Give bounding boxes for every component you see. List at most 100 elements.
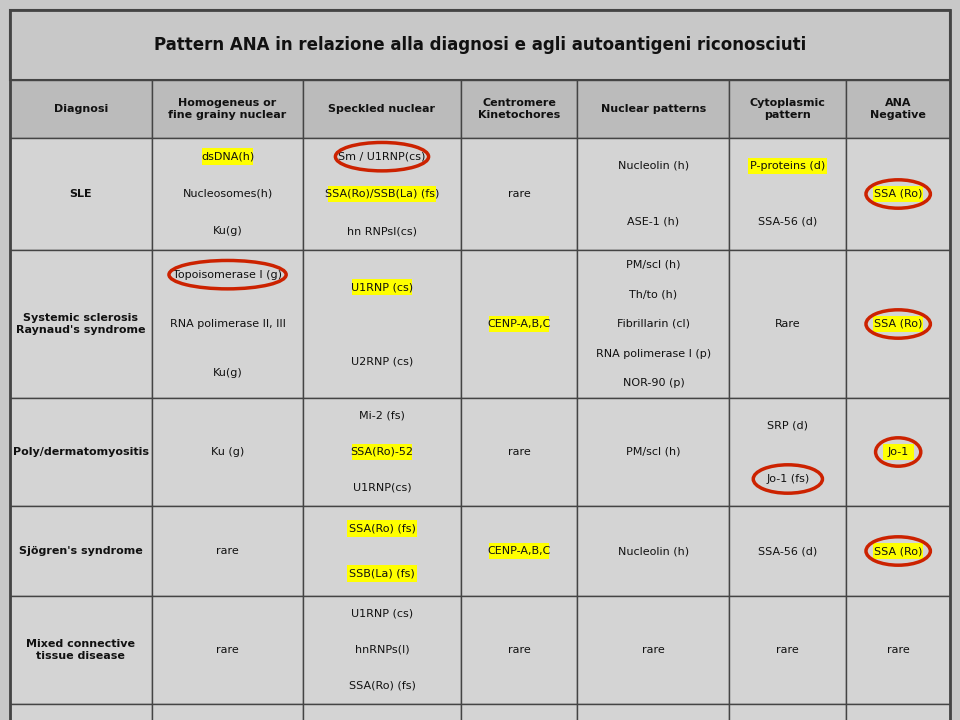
Text: rare: rare — [216, 546, 239, 556]
Bar — [461, 138, 578, 250]
Bar — [578, 704, 730, 720]
Text: hn RNPsI(cs): hn RNPsI(cs) — [347, 226, 417, 236]
Text: hnRNPs(I): hnRNPs(I) — [354, 645, 409, 655]
Bar — [730, 138, 847, 250]
Bar — [461, 704, 578, 720]
Bar — [10, 596, 152, 704]
Text: Ku(g): Ku(g) — [213, 369, 243, 378]
Text: Ku (g): Ku (g) — [211, 447, 244, 457]
Bar — [303, 704, 461, 720]
Text: NOR-90 (p): NOR-90 (p) — [622, 378, 684, 388]
Text: ANA
Negative: ANA Negative — [870, 98, 926, 120]
Text: rare: rare — [508, 189, 530, 199]
Bar — [873, 543, 924, 559]
Text: Sm / U1RNP(cs): Sm / U1RNP(cs) — [338, 152, 425, 162]
Bar — [10, 80, 152, 138]
Text: Nucleolin (h): Nucleolin (h) — [618, 161, 689, 171]
Bar — [578, 398, 730, 506]
Text: SLE: SLE — [69, 189, 92, 199]
Text: SSA (Ro): SSA (Ro) — [874, 189, 923, 199]
Bar — [461, 596, 578, 704]
Text: U2RNP (cs): U2RNP (cs) — [350, 356, 413, 366]
Bar — [461, 250, 578, 398]
Bar — [748, 158, 828, 174]
Text: SSA(Ro)-52: SSA(Ro)-52 — [350, 447, 414, 457]
Text: SSA(Ro) (fs): SSA(Ro) (fs) — [348, 523, 416, 534]
Text: Fibrillarin (cl): Fibrillarin (cl) — [617, 319, 690, 329]
Text: rare: rare — [642, 645, 665, 655]
Bar — [152, 596, 303, 704]
Bar — [152, 250, 303, 398]
Text: U1RNP (cs): U1RNP (cs) — [351, 282, 413, 292]
Text: Th/to (h): Th/to (h) — [630, 289, 678, 300]
Text: rare: rare — [508, 447, 530, 457]
Text: Nucleosomes(h): Nucleosomes(h) — [182, 189, 273, 199]
Text: Nucleolin (h): Nucleolin (h) — [618, 546, 689, 556]
Bar — [578, 506, 730, 596]
Text: dsDNA(h): dsDNA(h) — [201, 152, 254, 162]
Text: Pattern ANA in relazione alla diagnosi e agli autoantigeni riconosciuti: Pattern ANA in relazione alla diagnosi e… — [154, 36, 806, 54]
Bar — [578, 138, 730, 250]
Text: rare: rare — [777, 645, 800, 655]
Bar — [348, 565, 417, 582]
Text: CENP-A,B,C: CENP-A,B,C — [488, 319, 551, 329]
Text: rare: rare — [216, 645, 239, 655]
Text: Diagnosi: Diagnosi — [54, 104, 108, 114]
Text: Ku(g): Ku(g) — [213, 226, 243, 236]
Text: PM/scl (h): PM/scl (h) — [626, 260, 681, 270]
Bar — [873, 316, 924, 332]
Text: SSA-56 (d): SSA-56 (d) — [758, 546, 818, 556]
Text: Topoisomerase I (g): Topoisomerase I (g) — [173, 270, 282, 279]
Bar — [152, 506, 303, 596]
Bar — [152, 138, 303, 250]
Bar — [348, 521, 417, 536]
Bar — [461, 398, 578, 506]
Bar — [578, 596, 730, 704]
Text: U1RNP(cs): U1RNP(cs) — [352, 483, 411, 493]
Bar — [847, 506, 950, 596]
Text: Homogeneus or
fine grainy nuclear: Homogeneus or fine grainy nuclear — [168, 98, 287, 120]
Text: SSA-56 (d): SSA-56 (d) — [758, 217, 818, 227]
Bar — [10, 138, 152, 250]
Bar — [303, 596, 461, 704]
Text: Nuclear patterns: Nuclear patterns — [601, 104, 706, 114]
Text: SSA (Ro): SSA (Ro) — [874, 319, 923, 329]
Text: Rare: Rare — [775, 319, 801, 329]
Bar — [730, 398, 847, 506]
Text: SSB(La) (fs): SSB(La) (fs) — [349, 569, 415, 578]
Bar — [10, 250, 152, 398]
Bar — [847, 250, 950, 398]
Bar — [461, 506, 578, 596]
Bar — [578, 80, 730, 138]
Text: Jo-1 (fs): Jo-1 (fs) — [766, 474, 809, 484]
Text: RNA polimerase II, III: RNA polimerase II, III — [170, 319, 285, 329]
Text: SSA(Ro)/SSB(La) (fs): SSA(Ro)/SSB(La) (fs) — [324, 189, 439, 199]
Bar — [730, 704, 847, 720]
Bar — [847, 704, 950, 720]
Text: CENP-A,B,C: CENP-A,B,C — [488, 546, 551, 556]
Bar — [10, 506, 152, 596]
Bar — [152, 80, 303, 138]
Bar — [328, 186, 436, 202]
Text: Sjögren's syndrome: Sjögren's syndrome — [19, 546, 143, 556]
Text: U1RNP (cs): U1RNP (cs) — [351, 609, 413, 619]
Bar — [303, 398, 461, 506]
Bar — [303, 80, 461, 138]
Text: Speckled nuclear: Speckled nuclear — [328, 104, 436, 114]
Text: PM/scl (h): PM/scl (h) — [626, 447, 681, 457]
Bar — [882, 444, 914, 460]
Bar — [352, 444, 412, 460]
Bar — [203, 148, 252, 165]
Bar — [873, 186, 924, 202]
Bar — [847, 80, 950, 138]
Bar — [730, 506, 847, 596]
Bar — [847, 596, 950, 704]
Bar — [489, 316, 549, 332]
Bar — [152, 704, 303, 720]
Bar — [730, 80, 847, 138]
Bar — [10, 704, 152, 720]
Bar — [10, 10, 950, 80]
Text: Centromere
Kinetochores: Centromere Kinetochores — [478, 98, 560, 120]
Bar — [730, 596, 847, 704]
Text: rare: rare — [887, 645, 909, 655]
